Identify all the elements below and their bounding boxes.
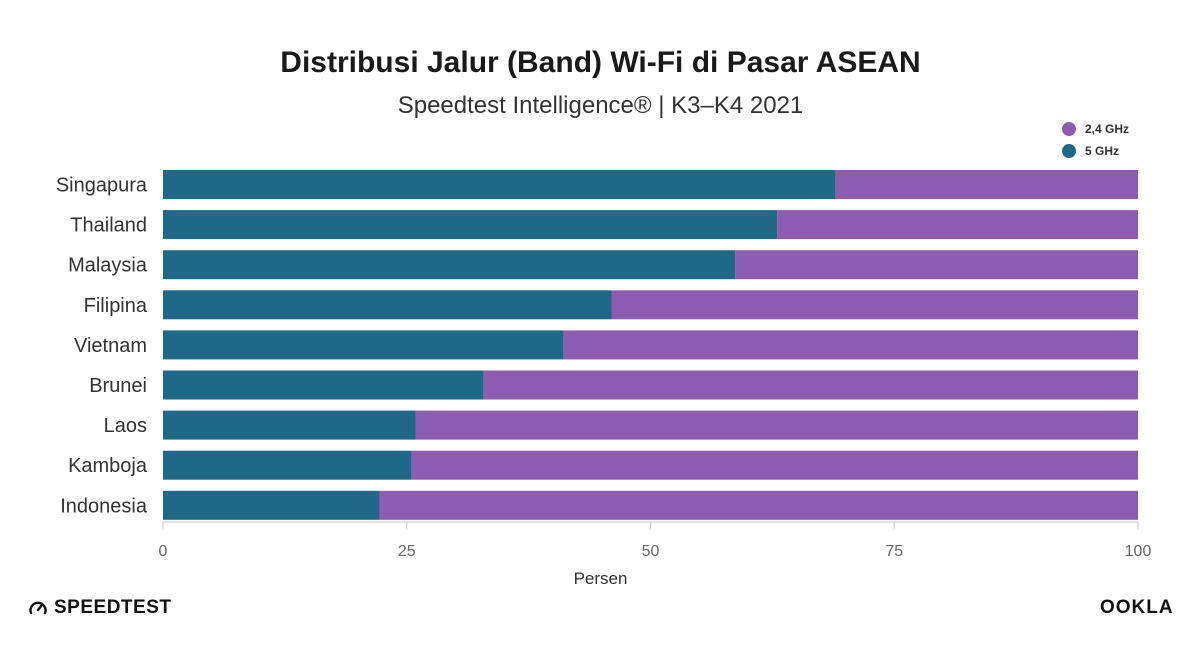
speedtest-logo-text: SPEEDTEST — [54, 597, 172, 618]
bar-laos-24ghz — [415, 410, 1138, 440]
bar-singapura-24ghz — [835, 170, 1138, 199]
bar-brunei-5ghz — [163, 370, 484, 400]
legend-label-24ghz: 2,4 GHz — [1085, 122, 1130, 136]
x-tick-label-75: 75 — [885, 543, 903, 560]
legend-item-5ghz: 5 GHz — [1062, 140, 1129, 162]
legend-swatch-5ghz — [1062, 144, 1076, 158]
ookla-logo: OOKLA — [1100, 597, 1174, 619]
bar-vietnam-24ghz — [563, 330, 1138, 360]
legend-swatch-24ghz — [1062, 122, 1076, 136]
ookla-logo-text: OOKLA — [1100, 597, 1174, 618]
category-label-brunei: Brunei — [89, 375, 147, 397]
category-label-vietnam: Vietnam — [74, 335, 147, 357]
x-tick-label-100: 100 — [1125, 543, 1152, 560]
x-axis-title: Persen — [574, 569, 628, 588]
bar-thailand-24ghz — [777, 210, 1138, 240]
bar-malaysia-5ghz — [163, 250, 736, 280]
legend-label-5ghz: 5 GHz — [1085, 144, 1120, 158]
bar-kamboja-5ghz — [163, 450, 412, 480]
bar-filipina-5ghz — [163, 290, 612, 320]
bar-filipina-24ghz — [611, 290, 1138, 320]
speedtest-logo: SPEEDTEST — [28, 597, 171, 619]
x-tick-label-50: 50 — [642, 543, 660, 560]
bar-kamboja-24ghz — [411, 450, 1139, 480]
category-label-malaysia: Malaysia — [68, 255, 148, 277]
category-label-filipina: Filipina — [84, 295, 148, 317]
chart-subtitle: Speedtest Intelligence® | K3–K4 2021 — [397, 92, 804, 119]
legend-item-24ghz: 2,4 GHz — [1062, 118, 1129, 140]
x-tick-label-0: 0 — [159, 543, 168, 560]
category-label-singapura: Singapura — [56, 175, 148, 197]
bar-thailand-5ghz — [163, 210, 778, 240]
bar-indonesia-5ghz — [163, 490, 380, 520]
bar-brunei-24ghz — [483, 370, 1138, 400]
legend: 2,4 GHz 5 GHz — [1062, 118, 1129, 162]
speedometer-icon — [29, 601, 47, 615]
category-label-kamboja: Kamboja — [68, 455, 148, 477]
category-label-thailand: Thailand — [70, 215, 147, 237]
bar-singapura-5ghz — [163, 170, 836, 199]
category-label-laos: Laos — [104, 415, 147, 437]
bar-indonesia-24ghz — [379, 490, 1138, 520]
category-label-indonesia: Indonesia — [60, 495, 148, 517]
bar-vietnam-5ghz — [163, 330, 564, 360]
bar-laos-5ghz — [163, 410, 416, 440]
bar-malaysia-24ghz — [735, 250, 1138, 280]
x-tick-label-25: 25 — [398, 543, 416, 560]
chart-title: Distribusi Jalur (Band) Wi-Fi di Pasar A… — [280, 46, 921, 79]
